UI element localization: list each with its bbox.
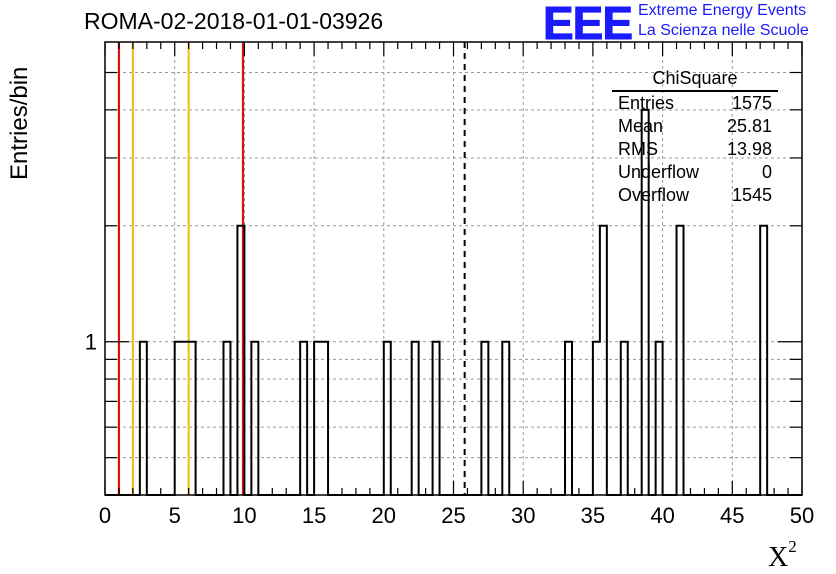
stats-value: 0 — [761, 162, 772, 182]
histogram-bin — [481, 342, 488, 495]
x-tick-label: 5 — [169, 503, 181, 528]
stats-value: 25.81 — [726, 116, 772, 136]
stats-value: 13.98 — [726, 139, 772, 159]
y-tick-label: 1 — [85, 330, 97, 355]
x-axis-label: X2 — [768, 537, 797, 574]
histogram-bin — [223, 342, 230, 495]
x-tick-label: 20 — [372, 503, 396, 528]
x-axis-label-main: X — [768, 542, 789, 573]
histogram-bin — [321, 342, 328, 495]
stats-value: 1545 — [731, 185, 772, 205]
x-tick-label: 35 — [581, 503, 605, 528]
eee-logo-mark: EEE — [542, 0, 633, 49]
stats-label: Underflow — [618, 162, 700, 182]
histogram-bin — [656, 342, 663, 495]
stats-label: Overflow — [618, 185, 690, 205]
grid-layer — [105, 42, 802, 495]
histogram-bin — [314, 342, 321, 495]
chart-title: ROMA-02-2018-01-01-03926 — [84, 8, 384, 34]
stats-box: ChiSquare Entries 1575 Mean 25.81 RMS 13.98… — [612, 66, 778, 207]
histogram-bin — [600, 226, 607, 495]
eee-logo: EEE Extreme Energy Events La Scienza nel… — [542, 0, 808, 49]
histogram-bin — [251, 342, 258, 495]
histogram-bin — [300, 342, 307, 495]
histogram-bin — [433, 342, 440, 495]
stats-label: Mean — [618, 116, 664, 136]
stats-row: Mean 25.81 — [612, 115, 778, 138]
histogram-bin — [384, 342, 391, 495]
stats-row: Overflow 1545 — [612, 184, 778, 207]
x-axis-label-sup: 2 — [788, 537, 797, 556]
stats-value: 1575 — [731, 93, 772, 113]
histogram-bin — [593, 342, 600, 495]
x-tick-label: 50 — [790, 503, 814, 528]
x-tick-label: 10 — [232, 503, 256, 528]
logo-line-2: La Scienza nelle Scuole — [638, 22, 809, 39]
axes: 0 5 10 15 20 25 30 35 40 45 50 1 — [85, 41, 814, 528]
reference-lines — [117, 42, 466, 495]
histogram-bin — [502, 342, 509, 495]
histogram-bin — [760, 226, 767, 495]
histogram-bin — [175, 342, 182, 495]
stats-row: RMS 13.98 — [612, 138, 778, 161]
x-tick-label: 0 — [99, 503, 111, 528]
logo-line-1: Extreme Energy Events — [638, 2, 807, 19]
histogram-bin — [565, 342, 572, 495]
stats-label: Entries — [618, 93, 675, 113]
histogram-bin — [140, 342, 147, 495]
x-tick-label: 45 — [720, 503, 744, 528]
stats-row: Entries 1575 — [612, 92, 778, 115]
histogram-bin — [412, 342, 419, 495]
stats-label: RMS — [618, 139, 658, 159]
stats-title: ChiSquare — [612, 66, 778, 92]
histogram-bin — [621, 342, 628, 495]
x-tick-label: 30 — [511, 503, 535, 528]
y-axis-label: Entries/bin — [6, 66, 33, 180]
stats-row: Underflow 0 — [612, 161, 778, 184]
x-tick-label: 25 — [441, 503, 465, 528]
x-tick-label: 40 — [650, 503, 674, 528]
x-tick-label: 15 — [302, 503, 326, 528]
histogram-bin — [677, 226, 684, 495]
